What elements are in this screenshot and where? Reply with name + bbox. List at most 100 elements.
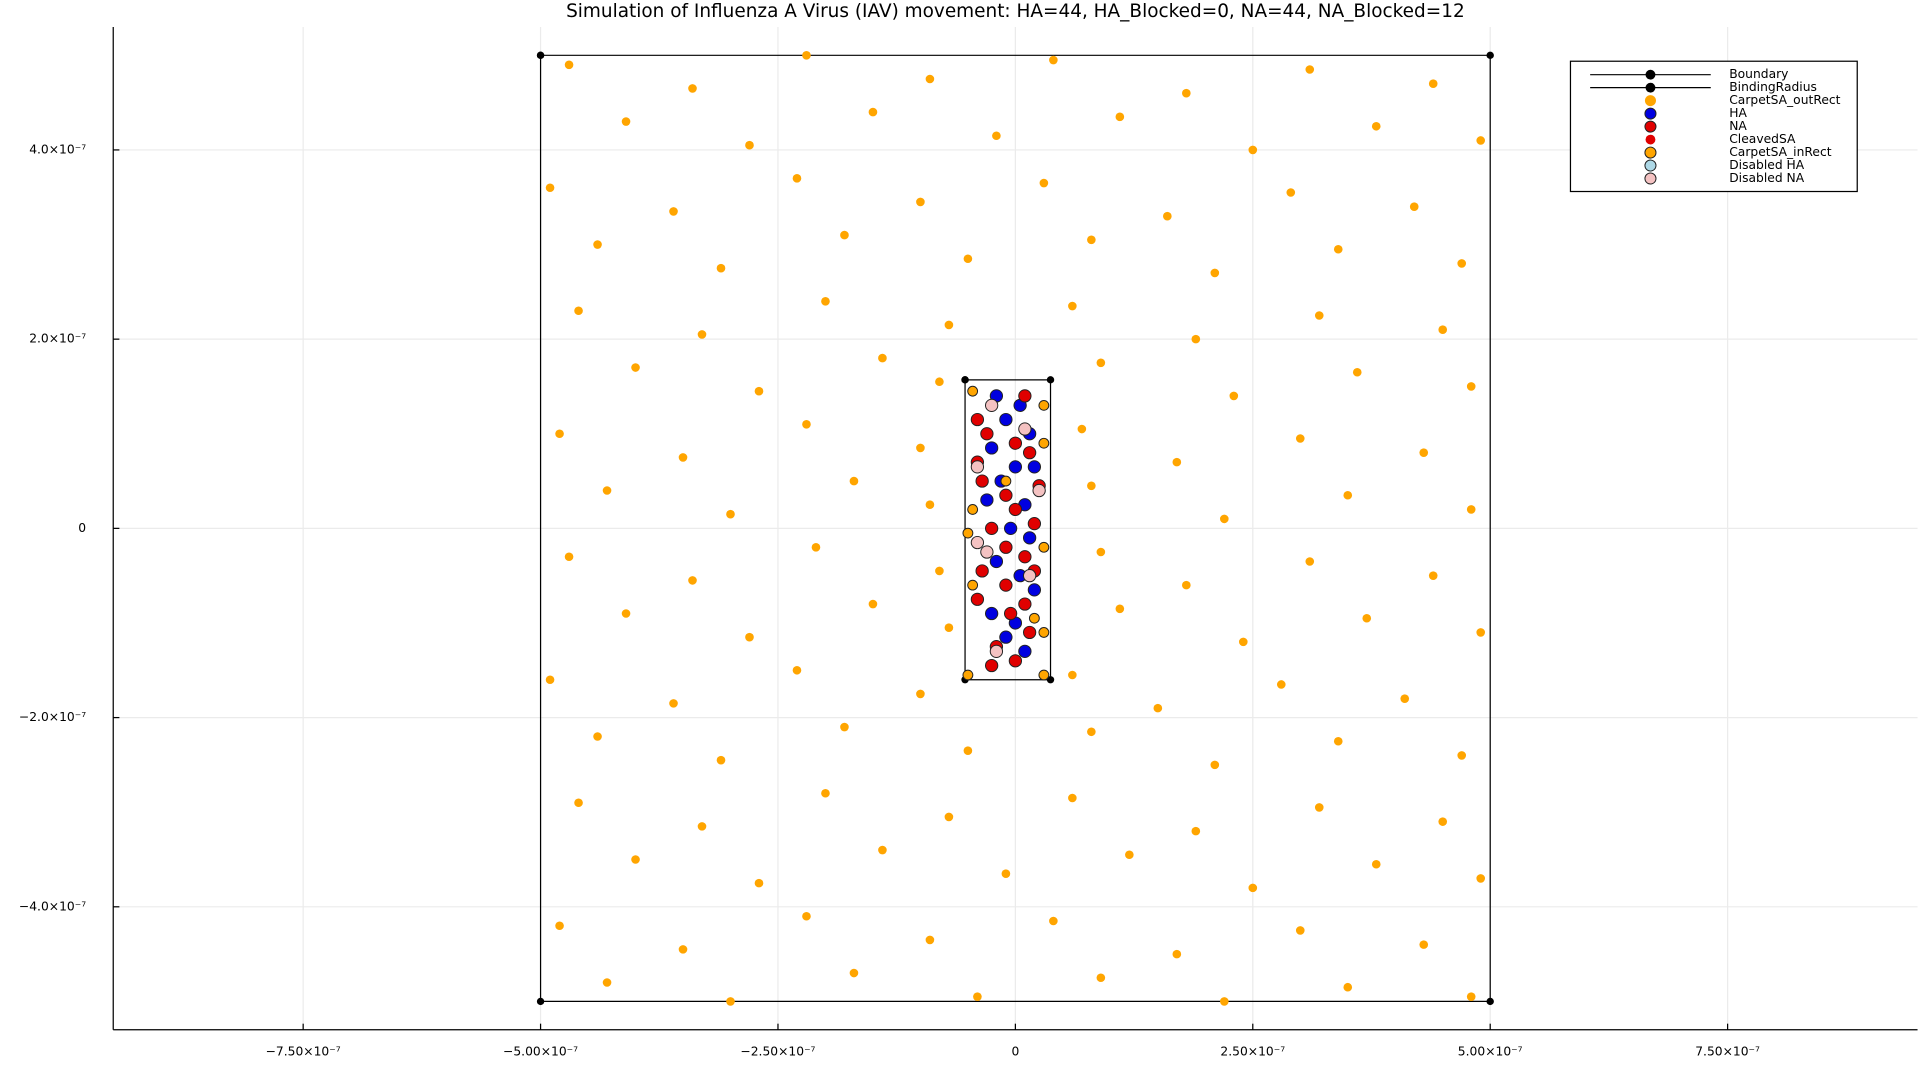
point [1333,244,1343,254]
point [1046,376,1055,384]
point [1314,803,1324,812]
point [1001,869,1011,878]
point [1038,669,1050,681]
point [868,107,878,117]
point [999,578,1013,592]
legend-label: Disabled NA [1729,171,1805,185]
point [970,592,985,606]
point [1018,550,1032,564]
point [545,183,555,193]
point [984,658,999,673]
point [1022,446,1037,460]
point [878,845,887,855]
point [1115,112,1125,122]
point [1049,916,1058,926]
point [944,623,954,632]
point [621,117,631,126]
point [678,945,688,954]
legend-label: CarpetSA_outRect [1729,93,1840,107]
point [697,822,707,831]
point [1027,517,1042,531]
point [1008,436,1023,450]
point [821,297,830,306]
point [1068,793,1077,803]
legend-marker [1644,159,1657,172]
y-tick-label: 2.0×10⁻⁷ [29,332,86,346]
point [970,412,985,427]
point [754,878,764,888]
point [1352,367,1362,377]
point [1191,334,1201,344]
point [1008,460,1023,474]
point [1466,505,1476,514]
x-tick-label: 0 [1011,1044,1019,1058]
point [1038,541,1050,553]
legend-label: CleavedSA [1729,132,1796,146]
point [1486,997,1494,1006]
series [536,51,1494,1006]
legend-marker [1645,134,1656,145]
series [545,51,1486,1006]
point [1305,65,1315,74]
point [1008,502,1023,517]
point [1438,325,1448,334]
y-tick-label: −2.0×10⁻⁷ [19,710,86,724]
point [1068,670,1077,680]
point [726,997,735,1006]
point [1000,475,1012,487]
point [574,798,583,808]
x-tick-label: 5.00×10⁻⁷ [1458,1044,1523,1058]
point [631,855,640,864]
legend-box [1569,60,1858,193]
point [1248,883,1258,893]
chart-title: Simulation of Influenza A Virus (IAV) mo… [566,1,1465,22]
point [1428,571,1438,580]
point [1172,457,1182,467]
point [984,441,999,455]
point [1476,628,1486,637]
point [792,174,802,183]
legend-marker [1644,120,1657,133]
point [1286,188,1296,197]
point [878,353,887,363]
point [970,535,985,550]
point [631,363,640,372]
point [1125,850,1134,860]
point [1314,311,1324,320]
series [962,385,1050,681]
x-tick-label: 7.50×10⁻⁷ [1695,1044,1760,1058]
point [564,60,574,70]
point [967,385,979,397]
point [602,486,612,495]
point [963,254,973,264]
point [980,493,994,507]
point [1027,583,1042,597]
legend-marker [1645,69,1656,80]
point [1419,940,1429,949]
point [1039,178,1049,188]
point [1219,514,1229,524]
y-tick-label: 0 [78,521,86,535]
point [716,263,726,273]
x-tick-label: −2.50×10⁻⁷ [740,1044,815,1058]
x-tick-label: −7.50×10⁻⁷ [266,1044,341,1058]
point [849,968,859,978]
point [1172,949,1182,959]
point [999,412,1013,427]
x-tick-label: 2.50×10⁻⁷ [1220,1044,1285,1058]
point [925,500,935,510]
point [989,554,1004,569]
point [975,474,989,488]
point [1333,736,1343,746]
series [961,376,1055,684]
point [678,453,688,462]
point [602,978,612,987]
point [1476,136,1486,145]
point [984,606,999,621]
y-tick-label: 4.0×10⁻⁷ [29,142,86,156]
legend: BoundaryBindingRadiusCarpetSA_outRectHAN… [1569,60,1858,193]
point [999,630,1013,644]
point [1248,145,1258,155]
point [1018,597,1032,611]
point [593,732,602,741]
